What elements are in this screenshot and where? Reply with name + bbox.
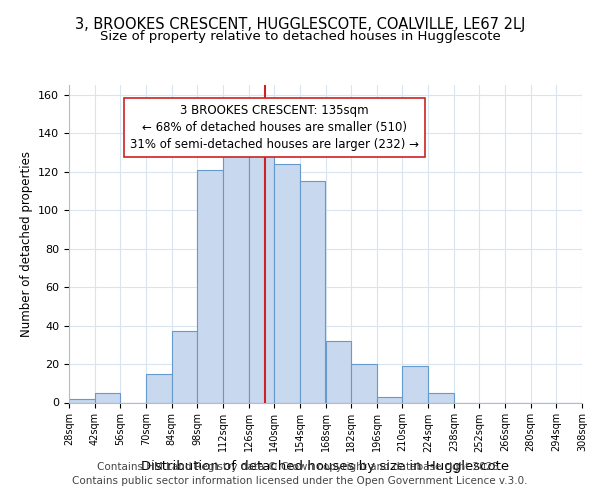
Bar	[172, 332, 197, 402]
Text: Size of property relative to detached houses in Hugglescote: Size of property relative to detached ho…	[100, 30, 500, 43]
Bar	[325, 341, 351, 402]
Bar	[95, 393, 121, 402]
Text: 3 BROOKES CRESCENT: 135sqm
← 68% of detached houses are smaller (510)
31% of sem: 3 BROOKES CRESCENT: 135sqm ← 68% of deta…	[130, 104, 419, 151]
Bar	[300, 181, 325, 402]
Bar	[197, 170, 223, 402]
Bar	[351, 364, 377, 403]
Bar	[377, 396, 403, 402]
Y-axis label: Number of detached properties: Number of detached properties	[20, 151, 32, 337]
Bar	[146, 374, 172, 402]
Bar	[428, 393, 454, 402]
Text: Contains public sector information licensed under the Open Government Licence v.: Contains public sector information licen…	[72, 476, 528, 486]
Text: Contains HM Land Registry data © Crown copyright and database right 2025.: Contains HM Land Registry data © Crown c…	[97, 462, 503, 472]
Text: 3, BROOKES CRESCENT, HUGGLESCOTE, COALVILLE, LE67 2LJ: 3, BROOKES CRESCENT, HUGGLESCOTE, COALVI…	[75, 18, 525, 32]
Bar	[223, 154, 248, 402]
X-axis label: Distribution of detached houses by size in Hugglescote: Distribution of detached houses by size …	[142, 460, 509, 473]
Bar	[403, 366, 428, 403]
Bar	[248, 148, 274, 402]
Bar	[69, 398, 95, 402]
Bar	[274, 164, 300, 402]
